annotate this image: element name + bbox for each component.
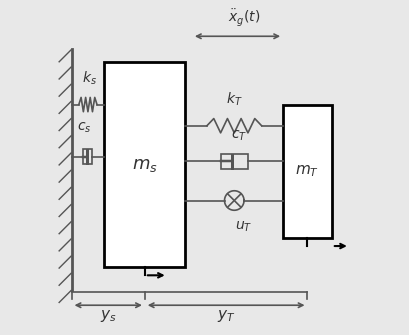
Text: $y_T$: $y_T$ [216,308,235,324]
Text: $c_s$: $c_s$ [77,121,92,135]
Text: $k_T$: $k_T$ [225,90,242,108]
Text: $m_T$: $m_T$ [295,163,319,179]
Bar [282,105,331,238]
Text: $m_s$: $m_s$ [132,156,157,174]
Bar [104,62,185,267]
Text: $c_T$: $c_T$ [231,128,247,143]
Text: $\ddot{x}_g(t)$: $\ddot{x}_g(t)$ [227,7,260,28]
Bar [220,154,247,169]
Text: $k_s$: $k_s$ [82,69,97,87]
Text: $u_T$: $u_T$ [235,219,252,234]
Bar [83,149,92,164]
Text: $y_s$: $y_s$ [100,308,116,324]
